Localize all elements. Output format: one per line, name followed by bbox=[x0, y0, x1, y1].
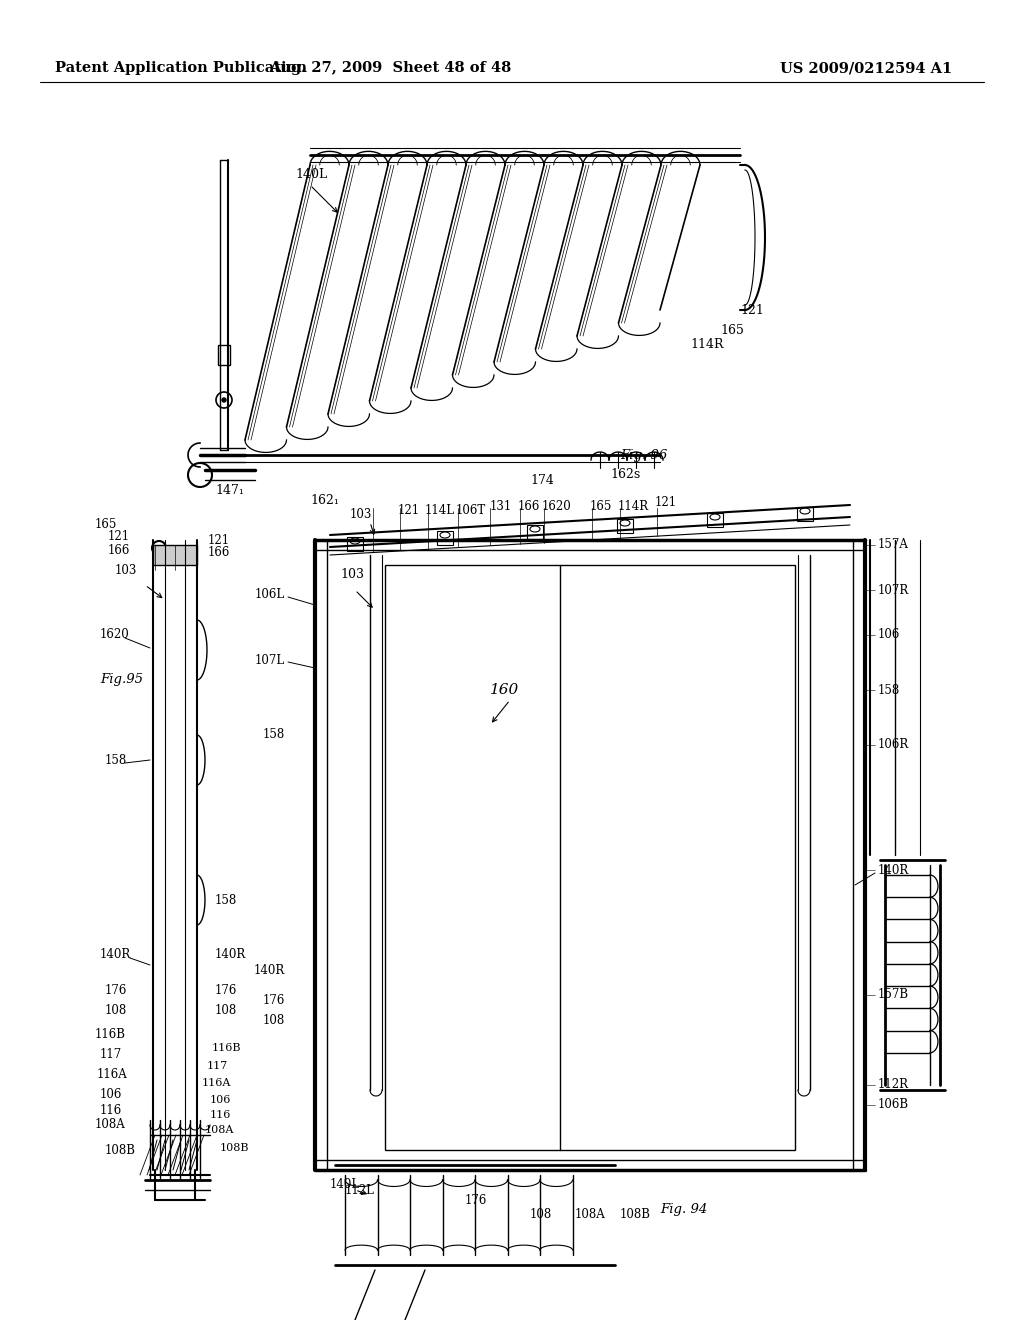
Bar bbox=[527, 525, 543, 539]
Bar bbox=[153, 545, 197, 565]
Text: 114R: 114R bbox=[618, 499, 649, 512]
Ellipse shape bbox=[440, 532, 450, 539]
Text: 112R: 112R bbox=[878, 1078, 909, 1092]
Text: 157B: 157B bbox=[878, 989, 909, 1002]
Text: 106B: 106B bbox=[878, 1098, 909, 1111]
Text: 140L: 140L bbox=[295, 169, 328, 181]
Text: 1620: 1620 bbox=[100, 628, 130, 642]
Text: 147₁: 147₁ bbox=[215, 483, 244, 496]
Bar bbox=[437, 531, 453, 545]
Text: 106: 106 bbox=[878, 628, 900, 642]
Text: 162₁: 162₁ bbox=[310, 494, 339, 507]
Bar bbox=[218, 345, 230, 366]
Text: 162s: 162s bbox=[610, 469, 640, 482]
Text: 117: 117 bbox=[100, 1048, 122, 1061]
Text: 116: 116 bbox=[210, 1110, 231, 1119]
Text: 140R: 140R bbox=[878, 863, 909, 876]
Text: 117: 117 bbox=[207, 1061, 228, 1071]
Bar bbox=[617, 519, 633, 533]
Bar bbox=[347, 537, 362, 550]
Text: 108B: 108B bbox=[620, 1209, 651, 1221]
Text: 140R: 140R bbox=[100, 949, 131, 961]
Text: 114R: 114R bbox=[690, 338, 724, 351]
Text: 106: 106 bbox=[100, 1089, 123, 1101]
Circle shape bbox=[222, 399, 226, 403]
Text: Patent Application Publication: Patent Application Publication bbox=[55, 61, 307, 75]
Text: 108: 108 bbox=[263, 1014, 285, 1027]
Text: 108: 108 bbox=[530, 1209, 552, 1221]
Ellipse shape bbox=[620, 520, 630, 525]
Text: 108B: 108B bbox=[220, 1143, 250, 1152]
Text: 140R: 140R bbox=[215, 949, 246, 961]
Text: Fig.95: Fig.95 bbox=[100, 673, 143, 686]
Text: 108A: 108A bbox=[205, 1125, 234, 1135]
Text: 108A: 108A bbox=[575, 1209, 606, 1221]
Text: 106T: 106T bbox=[456, 503, 486, 516]
Text: Fig. 94: Fig. 94 bbox=[660, 1204, 708, 1217]
Bar bbox=[797, 507, 813, 521]
Text: 106: 106 bbox=[210, 1096, 231, 1105]
Text: 158: 158 bbox=[263, 729, 285, 742]
Text: 116B: 116B bbox=[212, 1043, 242, 1053]
Text: 158: 158 bbox=[215, 894, 238, 907]
Text: Fig. 96: Fig. 96 bbox=[620, 449, 668, 462]
Text: 106L: 106L bbox=[255, 589, 285, 602]
Text: 121: 121 bbox=[655, 496, 677, 510]
Text: 176: 176 bbox=[105, 983, 127, 997]
Text: 131: 131 bbox=[490, 499, 512, 512]
Text: 174: 174 bbox=[530, 474, 554, 487]
Text: 121: 121 bbox=[398, 503, 420, 516]
Ellipse shape bbox=[350, 539, 360, 544]
Ellipse shape bbox=[530, 525, 540, 532]
Text: US 2009/0212594 A1: US 2009/0212594 A1 bbox=[780, 61, 952, 75]
Text: 103: 103 bbox=[115, 564, 137, 577]
Bar bbox=[385, 565, 795, 1150]
Text: 106R: 106R bbox=[878, 738, 909, 751]
Text: 107R: 107R bbox=[878, 583, 909, 597]
Text: 160: 160 bbox=[490, 682, 519, 697]
Text: 108: 108 bbox=[105, 1003, 127, 1016]
Text: 166: 166 bbox=[208, 545, 230, 558]
Text: Aug. 27, 2009  Sheet 48 of 48: Aug. 27, 2009 Sheet 48 of 48 bbox=[269, 61, 511, 75]
Text: 158: 158 bbox=[878, 684, 900, 697]
Text: 165: 165 bbox=[95, 519, 118, 532]
Text: 165: 165 bbox=[590, 499, 612, 512]
Text: 166: 166 bbox=[108, 544, 130, 557]
Text: 121: 121 bbox=[108, 531, 130, 544]
Ellipse shape bbox=[800, 508, 810, 513]
Text: 107L: 107L bbox=[255, 653, 285, 667]
Text: 103: 103 bbox=[340, 569, 364, 582]
Text: 112L: 112L bbox=[345, 1184, 375, 1196]
Text: 157A: 157A bbox=[878, 539, 909, 552]
Text: 166: 166 bbox=[518, 499, 541, 512]
Text: 158: 158 bbox=[105, 754, 127, 767]
Text: 116B: 116B bbox=[95, 1028, 126, 1041]
Text: 1620: 1620 bbox=[542, 499, 571, 512]
Text: 114L: 114L bbox=[425, 503, 455, 516]
Text: 176: 176 bbox=[465, 1193, 487, 1206]
Bar bbox=[707, 513, 723, 527]
Text: 121: 121 bbox=[208, 533, 230, 546]
Text: 108B: 108B bbox=[105, 1143, 136, 1156]
Text: 140R: 140R bbox=[254, 964, 285, 977]
Text: 176: 176 bbox=[215, 983, 238, 997]
Text: 121: 121 bbox=[740, 304, 764, 317]
Text: 103: 103 bbox=[350, 508, 373, 521]
Text: 140L: 140L bbox=[330, 1179, 360, 1192]
Text: 116: 116 bbox=[100, 1104, 122, 1117]
Text: 165: 165 bbox=[720, 323, 743, 337]
Text: 176: 176 bbox=[262, 994, 285, 1006]
Text: 116A: 116A bbox=[202, 1078, 231, 1088]
Text: 116A: 116A bbox=[97, 1068, 128, 1081]
Text: 108A: 108A bbox=[95, 1118, 126, 1131]
Ellipse shape bbox=[710, 513, 720, 520]
Text: 108: 108 bbox=[215, 1003, 238, 1016]
